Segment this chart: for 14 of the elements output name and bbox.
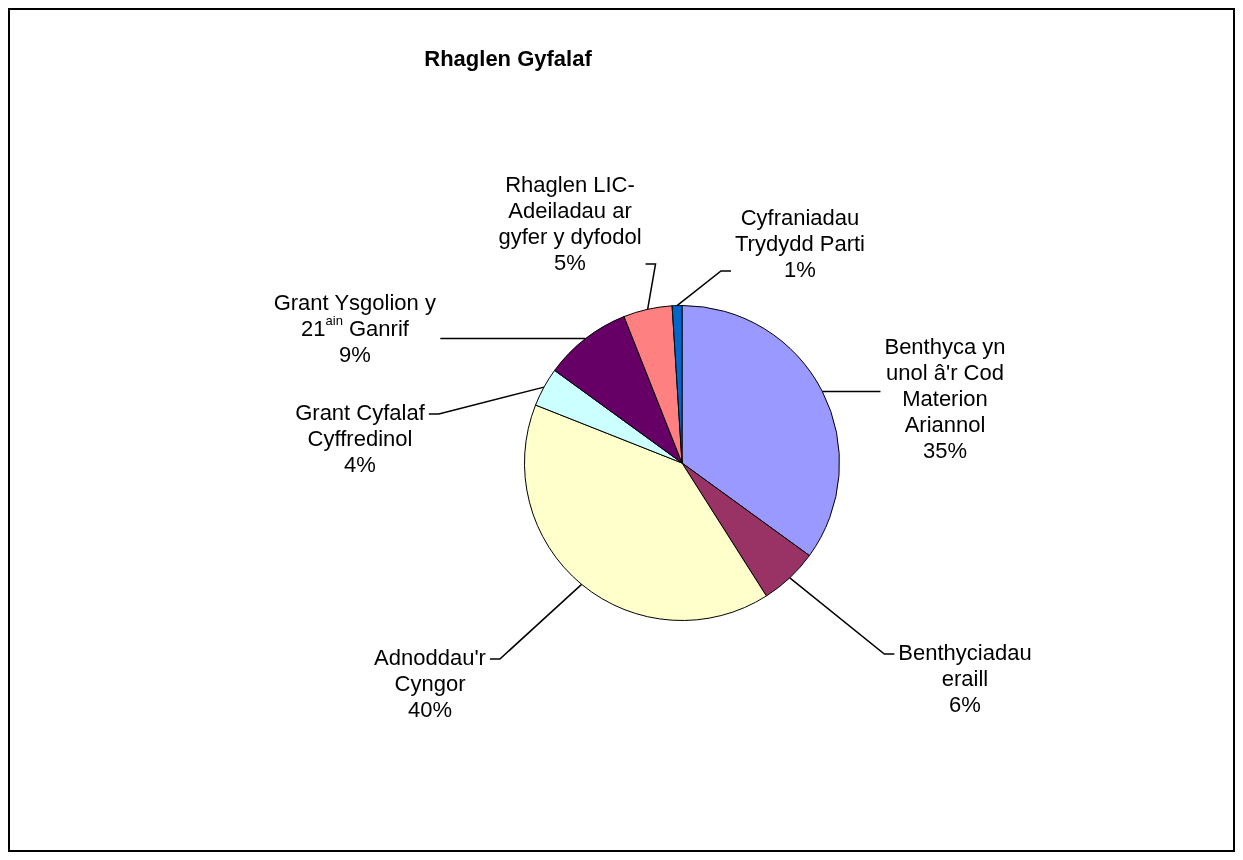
data-label: 6% [949,692,981,718]
slice-label: Cyfraniadau Trydydd Parti [735,205,866,257]
slice-label: Benthyciadau eraill [898,640,1032,692]
data-label: 35% [922,438,968,464]
slice-label: Rhaglen LIC-Adeiladau ar gyfer y dyfodol [498,172,642,250]
slice-label: Adnoddau'r Cyngor [374,645,486,697]
data-label: 1% [784,257,816,283]
data-label: 5% [554,250,586,276]
chart-title: Rhaglen Gyfalaf [424,46,593,72]
slice-label: Benthyca yn unol â'r Cod Materion Ariannol [884,334,1006,438]
data-label: 4% [344,452,376,478]
slice-label: Grant Cyfalaf Cyffredinol [295,400,426,452]
data-label: 9% [339,342,371,368]
data-label: 40% [407,697,453,723]
